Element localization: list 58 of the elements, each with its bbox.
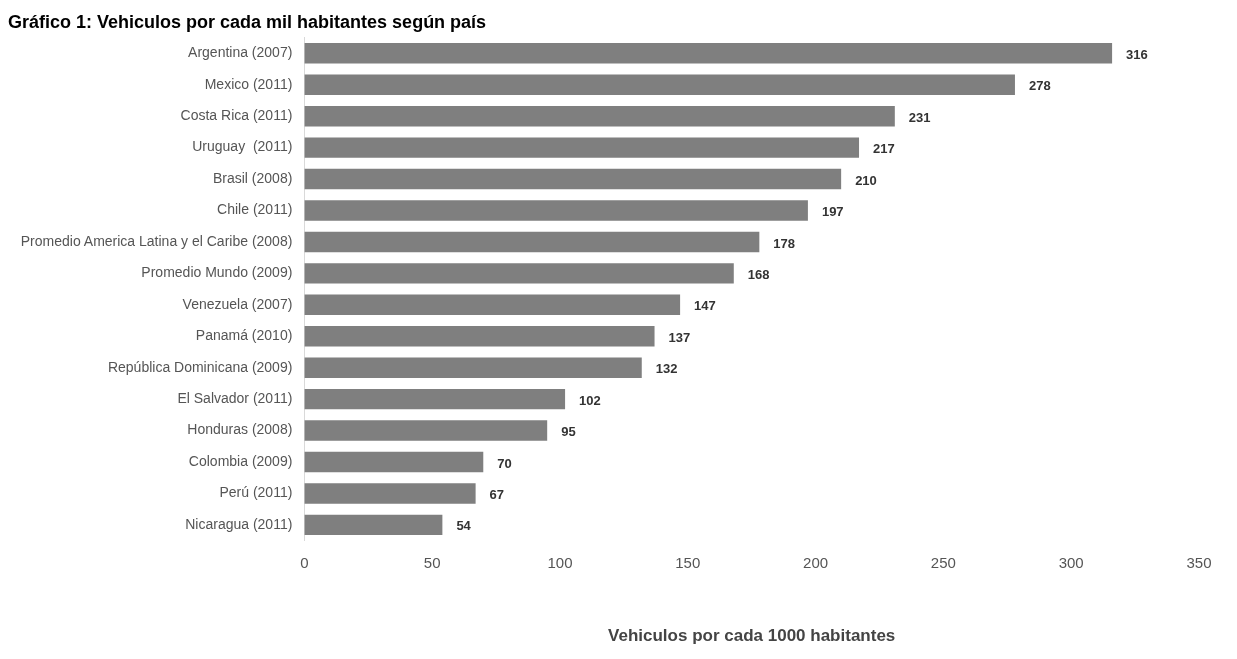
x-tick-label: 150 [675,553,701,571]
y-tick-label: Colombia (2009) [188,452,293,469]
x-tick-label: 350 [1186,553,1212,571]
y-tick-label: Nicaragua (2011) [185,515,293,532]
data-label: 278 [1028,78,1051,94]
bar [304,420,548,441]
y-tick-label: Panamá (2010) [195,327,293,344]
x-tick-label: 50 [423,553,441,571]
bar [304,294,681,316]
bar [304,451,484,473]
data-label: 137 [668,329,691,345]
y-tick-label: Promedio Mundo (2009) [141,264,293,281]
bar [304,168,842,190]
data-label: 178 [773,235,796,251]
x-tick-label: 200 [803,553,829,571]
y-tick-label: Brasil (2008) [212,169,293,186]
x-tick-label: 250 [930,553,956,571]
bar [304,43,1113,64]
bar [304,514,443,536]
y-tick-label: República Dominicana (2009) [107,358,293,375]
data-label: 147 [694,298,716,314]
x-tick-label: 0 [300,553,309,571]
y-tick-label: Promedio America Latina y el Caribe (2008) [20,232,293,249]
bar [304,74,1015,95]
data-label: 231 [908,109,931,125]
y-tick-label: Mexico (2011) [204,75,293,92]
bar [304,357,642,378]
data-label: 132 [655,361,678,377]
y-tick-label: Costa Rica (2011) [180,107,293,124]
x-tick-label: 300 [1058,553,1084,571]
data-label: 102 [579,392,601,408]
x-tick-label: 100 [547,553,573,571]
bar [304,200,808,221]
bar [304,105,895,127]
data-label: 168 [747,266,770,282]
y-tick-label: Perú (2011) [219,484,293,501]
data-label: 197 [821,204,844,220]
data-label: 217 [873,141,895,157]
data-label: 67 [489,487,505,503]
bar [304,137,860,158]
bar [304,263,734,284]
data-label: 316 [1126,46,1148,62]
y-tick-label: Chile (2011) [217,201,293,218]
y-tick-label: Honduras (2008) [187,421,293,438]
y-tick-label: Venezuela (2007) [182,295,293,312]
data-label: 210 [855,172,877,188]
bar [304,231,760,253]
chart-title: Gráfico 1: Vehiculos por cada mil habitantes según país [8,11,487,32]
y-tick-label: El Salvador (2011) [177,389,293,406]
data-label: 54 [456,518,472,534]
bar [304,388,566,410]
data-label: 95 [561,424,576,440]
y-tick-label: Argentina (2007) [188,44,293,61]
x-axis-title: Vehiculos por cada 1000 habitantes [608,626,896,646]
y-tick-label: Uruguay (2011) [192,138,293,155]
bar [304,483,476,504]
data-label: 70 [497,455,512,471]
bar [304,326,655,347]
